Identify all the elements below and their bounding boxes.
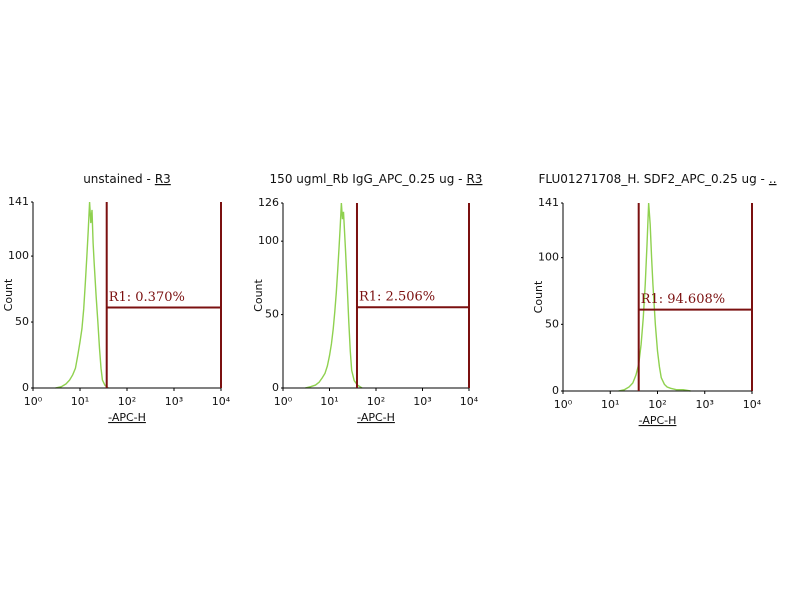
gate-label: R1: 0.370%	[109, 290, 185, 305]
title-text: FLU01271708_H. SDF2_APC_0.25 ug -	[538, 172, 764, 186]
y-tick-label: 100	[258, 234, 279, 247]
x-tick-label: 10⁰	[24, 395, 43, 408]
y-tick-label: 126	[258, 196, 279, 209]
x-tick-label: 10²	[648, 398, 666, 411]
y-tick-label: 50	[265, 308, 279, 321]
gate-label: R1: 94.608%	[641, 292, 725, 307]
title-text: 150 ugml_Rb IgG_APC_0.25 ug -	[270, 172, 463, 186]
x-tick-label: 10³	[165, 395, 183, 408]
y-tick-label: 100	[538, 251, 559, 264]
x-tick-label: 10⁴	[212, 395, 231, 408]
x-tick-label: 10⁴	[743, 398, 762, 411]
histogram-panel: FLU01271708_H. SDF2_APC_0.25 ug - .. Count…	[532, 172, 777, 428]
x-tick-label: 10³	[696, 398, 714, 411]
y-tick-label: 0	[272, 381, 279, 394]
histogram-line	[618, 202, 691, 392]
title-region: R3	[466, 172, 482, 186]
y-tick-label: 50	[545, 317, 559, 330]
x-tick-label: 10⁴	[460, 395, 479, 408]
x-tick-label: 10¹	[320, 395, 338, 408]
x-tick-label: 10⁰	[554, 398, 573, 411]
y-tick-label: 141	[8, 195, 29, 208]
y-axis-label: Count	[2, 278, 15, 311]
x-tick-label: 10¹	[71, 395, 89, 408]
title-region: R3	[155, 172, 171, 186]
x-tick-label: 10³	[413, 395, 431, 408]
panel-title: FLU01271708_H. SDF2_APC_0.25 ug -..	[538, 172, 776, 186]
x-axis-label: -APC-H	[357, 411, 395, 424]
y-tick-label: 100	[8, 249, 29, 262]
panel-title: unstained - R3	[83, 172, 171, 186]
gate-label: R1: 2.506%	[359, 290, 435, 305]
histogram-panel: 150 ugml_Rb IgG_APC_0.25 ug - R3 Count -APC…	[252, 172, 482, 425]
histogram-panel: unstained - R3 Count -APC-H 0 50 100 141 10⁰ 10¹ 1…	[2, 172, 231, 425]
x-axis-label: -APC-H	[108, 411, 146, 424]
histogram-line	[55, 201, 109, 389]
y-tick-label: 50	[15, 315, 29, 328]
panel-title: 150 ugml_Rb IgG_APC_0.25 ug - R3	[270, 172, 483, 186]
x-tick-label: 10¹	[601, 398, 619, 411]
x-tick-label: 10⁰	[274, 395, 293, 408]
x-tick-label: 10²	[118, 395, 136, 408]
title-region: ..	[769, 172, 777, 186]
y-axis-label: Count	[532, 280, 545, 313]
title-text: unstained -	[83, 172, 151, 186]
y-axis-label: Count	[252, 278, 265, 311]
y-tick-label: 0	[552, 384, 559, 397]
x-axis-label: -APC-H	[639, 414, 677, 427]
y-tick-label: 0	[22, 381, 29, 394]
y-tick-label: 141	[538, 196, 559, 209]
histogram-line	[305, 202, 363, 389]
x-tick-label: 10²	[367, 395, 385, 408]
